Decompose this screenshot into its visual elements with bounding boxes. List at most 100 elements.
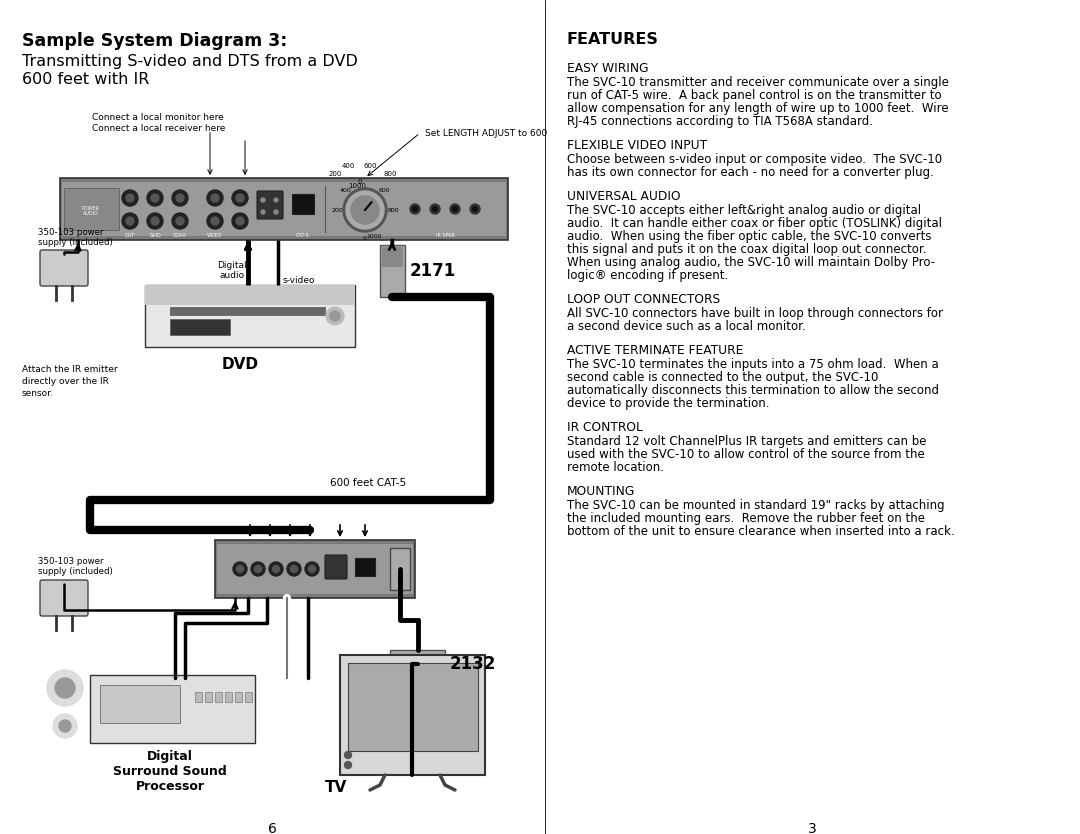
Circle shape (211, 194, 219, 202)
FancyBboxPatch shape (100, 685, 180, 723)
Text: 350-103 power
supply (included): 350-103 power supply (included) (38, 556, 112, 576)
Text: RJ-45 connections according to TIA T568A standard.: RJ-45 connections according to TIA T568A… (567, 115, 873, 128)
FancyBboxPatch shape (215, 540, 415, 598)
Text: a second device such as a local monitor.: a second device such as a local monitor. (567, 320, 806, 333)
FancyBboxPatch shape (40, 250, 87, 286)
Circle shape (413, 207, 418, 212)
Circle shape (255, 565, 261, 572)
Text: 200: 200 (332, 208, 342, 213)
Text: IR SPKR: IR SPKR (435, 233, 455, 238)
Circle shape (151, 194, 159, 202)
Text: 600 feet with IR: 600 feet with IR (22, 72, 149, 87)
Text: UNIVERSAL AUDIO: UNIVERSAL AUDIO (567, 190, 680, 203)
Text: IR CONTROL: IR CONTROL (567, 421, 643, 434)
Circle shape (48, 670, 83, 706)
Circle shape (122, 213, 138, 229)
Polygon shape (343, 188, 387, 232)
FancyBboxPatch shape (145, 285, 355, 347)
Circle shape (330, 311, 340, 321)
Text: logic® encoding if present.: logic® encoding if present. (567, 269, 728, 282)
Text: DVD: DVD (221, 357, 258, 372)
FancyBboxPatch shape (195, 692, 202, 702)
Circle shape (345, 761, 351, 768)
FancyBboxPatch shape (170, 319, 230, 335)
Text: ACTIVE TERMINATE FEATURE: ACTIVE TERMINATE FEATURE (567, 344, 743, 357)
FancyBboxPatch shape (64, 188, 119, 230)
Circle shape (232, 190, 248, 206)
Text: 600 feet CAT-5: 600 feet CAT-5 (330, 478, 406, 488)
FancyBboxPatch shape (382, 247, 403, 267)
Text: audio.  It can handle either coax or fiber optic (TOSLINK) digital: audio. It can handle either coax or fibe… (567, 217, 942, 230)
Circle shape (410, 204, 420, 214)
Text: Transmitting S-video and DTS from a DVD: Transmitting S-video and DTS from a DVD (22, 54, 357, 69)
FancyBboxPatch shape (60, 178, 508, 240)
Text: Connect a local monitor here: Connect a local monitor here (92, 113, 224, 122)
Text: run of CAT-5 wire.  A back panel control is on the transmitter to: run of CAT-5 wire. A back panel control … (567, 89, 942, 102)
FancyBboxPatch shape (62, 182, 507, 236)
FancyBboxPatch shape (325, 555, 347, 579)
Circle shape (470, 204, 480, 214)
Text: Set LENGTH ADJUST to 600: Set LENGTH ADJUST to 600 (426, 128, 548, 138)
Circle shape (237, 217, 244, 225)
Text: 400: 400 (339, 188, 351, 193)
Text: MOUNTING: MOUNTING (567, 485, 635, 498)
Text: FEATURES: FEATURES (567, 32, 659, 47)
Circle shape (430, 204, 440, 214)
Text: 600: 600 (379, 188, 391, 193)
Text: Attach the IR emitter
directly over the IR
sensor.: Attach the IR emitter directly over the … (22, 365, 118, 398)
Text: SVID: SVID (149, 233, 161, 238)
Circle shape (211, 217, 219, 225)
Text: VIDEO: VIDEO (207, 233, 222, 238)
Text: FLEXIBLE VIDEO INPUT: FLEXIBLE VIDEO INPUT (567, 139, 707, 152)
FancyBboxPatch shape (225, 692, 232, 702)
Text: second cable is connected to the output, the SVC-10: second cable is connected to the output,… (567, 371, 878, 384)
FancyBboxPatch shape (390, 650, 445, 678)
Text: CAT-5: CAT-5 (296, 233, 310, 238)
Circle shape (432, 207, 437, 212)
FancyBboxPatch shape (390, 548, 410, 590)
FancyBboxPatch shape (355, 558, 375, 576)
Text: s-video: s-video (283, 276, 315, 285)
Circle shape (287, 562, 301, 576)
Circle shape (207, 213, 222, 229)
Text: The SVC-10 transmitter and receiver communicate over a single: The SVC-10 transmitter and receiver comm… (567, 76, 949, 89)
Text: 800: 800 (388, 208, 399, 213)
Circle shape (269, 562, 283, 576)
Text: Digital
audio: Digital audio (217, 260, 247, 280)
Circle shape (291, 565, 297, 572)
Circle shape (261, 210, 265, 214)
FancyBboxPatch shape (245, 692, 252, 702)
FancyBboxPatch shape (292, 194, 314, 214)
FancyBboxPatch shape (217, 544, 413, 594)
Text: 0: 0 (363, 235, 367, 240)
Circle shape (233, 562, 247, 576)
FancyBboxPatch shape (348, 663, 478, 751)
Text: Choose between s-video input or composite video.  The SVC-10: Choose between s-video input or composit… (567, 153, 942, 166)
Circle shape (237, 565, 243, 572)
Text: LOOP OUT CONNECTORS: LOOP OUT CONNECTORS (567, 293, 720, 306)
Text: Digital
Surround Sound
Processor: Digital Surround Sound Processor (113, 750, 227, 793)
Text: 0: 0 (357, 179, 362, 185)
FancyBboxPatch shape (235, 692, 242, 702)
Text: 400: 400 (341, 163, 354, 169)
Text: bottom of the unit to ensure clearance when inserted into a rack.: bottom of the unit to ensure clearance w… (567, 525, 955, 538)
Circle shape (176, 194, 184, 202)
Text: TV: TV (325, 780, 348, 795)
Text: When using analog audio, the SVC-10 will maintain Dolby Pro-: When using analog audio, the SVC-10 will… (567, 256, 935, 269)
Circle shape (151, 217, 159, 225)
Text: 1000: 1000 (348, 183, 366, 189)
FancyBboxPatch shape (145, 285, 355, 305)
Text: OUT: OUT (125, 233, 135, 238)
Circle shape (147, 190, 163, 206)
Circle shape (251, 562, 265, 576)
Circle shape (261, 198, 265, 202)
Circle shape (274, 210, 278, 214)
Circle shape (272, 565, 280, 572)
Circle shape (59, 720, 71, 732)
Circle shape (126, 217, 134, 225)
Circle shape (126, 194, 134, 202)
Circle shape (207, 190, 222, 206)
Circle shape (309, 565, 315, 572)
Text: device to provide the termination.: device to provide the termination. (567, 397, 769, 410)
FancyBboxPatch shape (380, 245, 405, 297)
